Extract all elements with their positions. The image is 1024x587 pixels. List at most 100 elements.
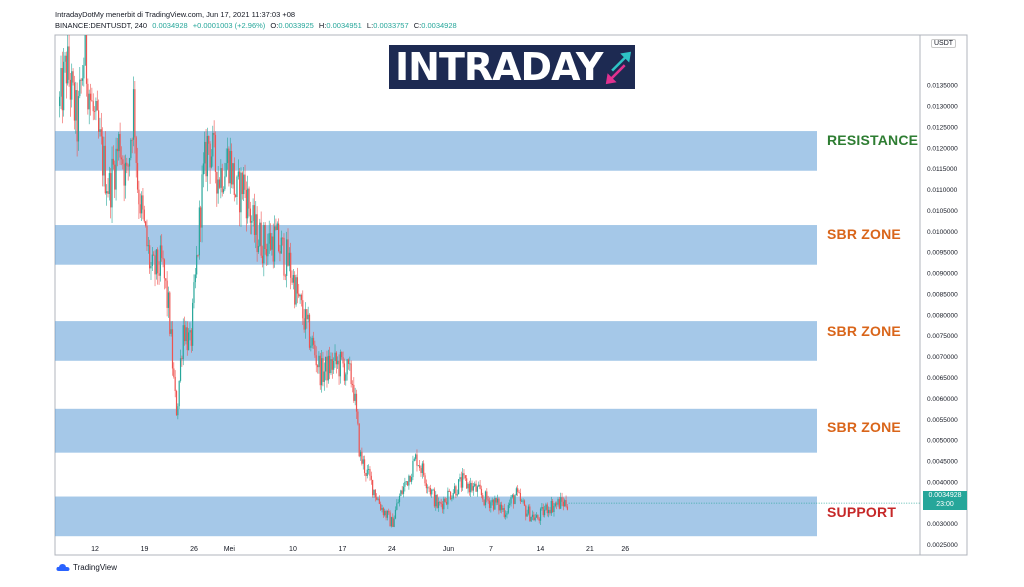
candle bbox=[182, 318, 184, 366]
y-tick-label: 0.0075000 bbox=[927, 333, 958, 340]
x-tick-label: 10 bbox=[289, 546, 297, 553]
candle bbox=[400, 489, 402, 497]
candle bbox=[241, 171, 243, 200]
candle bbox=[138, 180, 140, 220]
candle bbox=[237, 159, 239, 180]
candle bbox=[192, 298, 194, 351]
candle bbox=[161, 234, 163, 262]
price-change: +0.0001003 (+2.96%) bbox=[192, 21, 266, 30]
candle bbox=[420, 465, 422, 477]
y-tick-label: 0.0085000 bbox=[927, 291, 958, 298]
y-tick-label: 0.0055000 bbox=[927, 417, 958, 424]
candle bbox=[89, 83, 92, 116]
zones-layer bbox=[55, 131, 817, 537]
candle bbox=[373, 489, 375, 499]
candle bbox=[507, 502, 509, 515]
x-tick-label: 19 bbox=[141, 546, 149, 553]
candle bbox=[510, 494, 512, 507]
candle bbox=[396, 499, 398, 511]
candle bbox=[499, 502, 501, 513]
candle bbox=[260, 211, 262, 259]
candle bbox=[417, 464, 419, 467]
candle bbox=[376, 493, 378, 501]
candle bbox=[518, 489, 520, 494]
candle bbox=[500, 501, 503, 514]
candle bbox=[134, 80, 136, 154]
y-tick-label: 0.0045000 bbox=[927, 459, 958, 466]
candle bbox=[233, 157, 235, 202]
candle bbox=[361, 447, 363, 466]
candle bbox=[139, 193, 141, 218]
candle bbox=[214, 131, 217, 184]
candle bbox=[263, 222, 265, 277]
candle bbox=[428, 485, 430, 493]
candle bbox=[358, 423, 360, 458]
candle bbox=[272, 223, 274, 269]
candle bbox=[345, 372, 347, 386]
candle bbox=[198, 200, 200, 260]
candle bbox=[259, 218, 261, 247]
candle bbox=[566, 504, 569, 511]
currency-badge[interactable]: USDT bbox=[931, 39, 957, 48]
candle bbox=[416, 449, 418, 472]
candle bbox=[282, 237, 284, 246]
candle bbox=[209, 141, 211, 184]
candle bbox=[331, 352, 333, 379]
candle bbox=[448, 488, 450, 493]
candle bbox=[162, 250, 164, 268]
candle bbox=[554, 501, 556, 508]
candle bbox=[276, 221, 278, 231]
candle bbox=[445, 498, 448, 506]
candle bbox=[146, 219, 148, 252]
candle bbox=[447, 487, 449, 510]
candle bbox=[435, 491, 437, 511]
candle bbox=[543, 505, 546, 518]
candle bbox=[136, 147, 139, 194]
tradingview-footer[interactable]: TradingView bbox=[56, 563, 117, 572]
candle bbox=[65, 51, 67, 99]
zone-sbr-3 bbox=[55, 408, 817, 453]
candle bbox=[167, 286, 170, 318]
candle bbox=[444, 497, 446, 503]
candle bbox=[151, 246, 153, 271]
close-label: C: bbox=[413, 21, 422, 30]
candle bbox=[267, 233, 269, 266]
logo-text-intra: INTRA bbox=[395, 45, 522, 89]
candle bbox=[505, 510, 507, 520]
candle bbox=[561, 492, 563, 507]
candle bbox=[486, 488, 488, 503]
candle bbox=[286, 231, 288, 288]
candle bbox=[482, 492, 484, 503]
candle bbox=[526, 509, 528, 517]
candle bbox=[534, 513, 536, 522]
x-tick-label: 21 bbox=[586, 546, 594, 553]
x-tick-label: 17 bbox=[339, 546, 347, 553]
candle bbox=[552, 499, 554, 513]
low-value: 0.0033757 bbox=[373, 21, 409, 30]
candle bbox=[171, 321, 174, 376]
candle bbox=[69, 73, 71, 117]
candle bbox=[459, 473, 461, 482]
candle bbox=[338, 354, 340, 385]
candle bbox=[255, 201, 257, 249]
candle bbox=[511, 493, 513, 499]
candle bbox=[186, 321, 188, 356]
y-tick-label: 0.0135000 bbox=[927, 83, 958, 90]
candle bbox=[565, 495, 567, 508]
y-tick-label: 0.0105000 bbox=[927, 208, 958, 215]
candle bbox=[509, 499, 511, 509]
candle bbox=[347, 358, 350, 370]
candle bbox=[153, 251, 155, 256]
zone-label-sbr-3: SBR ZONE bbox=[827, 419, 901, 435]
candle bbox=[409, 475, 411, 483]
candle bbox=[183, 316, 186, 346]
candle bbox=[194, 268, 196, 289]
candle bbox=[522, 498, 524, 504]
candle bbox=[110, 168, 112, 219]
current-price-value: 0.0034928 bbox=[928, 492, 962, 499]
candle bbox=[165, 278, 167, 289]
candle bbox=[123, 155, 125, 202]
candle bbox=[135, 135, 137, 178]
y-tick-label: 0.0040000 bbox=[927, 479, 958, 486]
